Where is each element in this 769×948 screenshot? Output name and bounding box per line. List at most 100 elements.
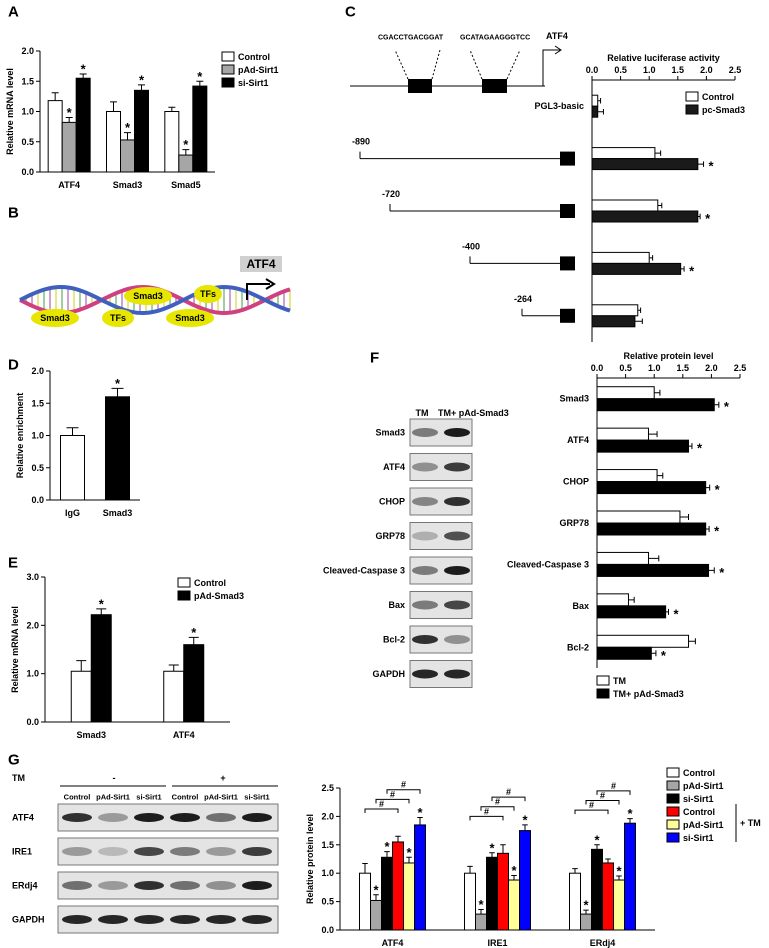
y-tick-label: Bcl-2 — [567, 642, 589, 652]
error-bar — [66, 427, 79, 436]
error-bar — [583, 909, 589, 915]
error-bar — [373, 894, 379, 901]
error-bar — [168, 664, 179, 672]
legend-label: si-Sirt1 — [683, 794, 714, 804]
error-bar — [489, 852, 495, 858]
blot-band — [98, 847, 128, 856]
x-tick-label: ATF4 — [382, 938, 404, 948]
bar — [596, 605, 667, 619]
error-bar — [124, 132, 131, 140]
comparison-bracket — [574, 809, 609, 815]
y-tick-label: Cleaved-Caspase 3 — [507, 559, 589, 569]
x-tick-label: 1.0 — [643, 65, 656, 75]
y-axis-label: Relative protein level — [305, 814, 315, 904]
error-bar — [51, 92, 59, 101]
blot-band — [206, 915, 236, 924]
x-tick-label: 0.0 — [586, 65, 599, 75]
error-bar — [654, 389, 661, 396]
error-bar — [679, 514, 690, 520]
blot-row-label: Bcl-2 — [383, 635, 405, 645]
significance: * — [373, 882, 379, 897]
significance: * — [594, 832, 600, 847]
blot-band — [444, 497, 470, 506]
error-bar — [594, 844, 600, 850]
comparison-bracket — [375, 798, 410, 804]
significance: * — [697, 441, 703, 456]
significance: * — [81, 61, 87, 76]
error-bar — [188, 636, 199, 645]
legend-swatch — [177, 590, 191, 601]
blot-strip — [57, 905, 279, 934]
factor-label: Smad3 — [175, 313, 205, 323]
bar — [591, 105, 599, 118]
binding-site — [482, 79, 507, 93]
y-tick-label: PGL3-basic — [534, 101, 584, 111]
blot-band — [444, 428, 470, 437]
sequence: CGACCTGACGGAT — [378, 35, 444, 42]
bar — [381, 856, 393, 931]
pointer — [394, 49, 409, 80]
y-axis-label: Relative enrichment — [15, 393, 25, 479]
blot-band — [62, 881, 92, 890]
x-tick-label: 1.0 — [648, 363, 661, 373]
legend-label: TM+ pAd-Smad3 — [613, 689, 684, 699]
comparison-label: # — [495, 797, 500, 807]
comparison-label: # — [600, 790, 605, 800]
blot-band — [444, 669, 470, 679]
error-bar — [522, 824, 528, 831]
x-tick-label: ATF4 — [173, 730, 195, 740]
gene-label: ATF4 — [246, 257, 275, 271]
y-axis-label: Relative mRNA level — [5, 68, 15, 155]
significance: * — [197, 69, 203, 84]
x-tick-label: Smad3 — [113, 180, 143, 190]
error-bar — [688, 638, 696, 645]
blot-band — [98, 813, 128, 822]
transcription-factor — [194, 285, 222, 303]
legend-swatch — [666, 767, 680, 778]
error-bar — [637, 307, 642, 314]
legend-swatch — [177, 577, 191, 588]
bar — [183, 644, 205, 723]
x-tick-label: 0.5 — [614, 65, 627, 75]
legend-label: pc-Smad3 — [702, 105, 745, 115]
x-tick-label: 1.5 — [677, 363, 690, 373]
blot-strip — [57, 871, 279, 900]
error-bar — [395, 835, 401, 842]
promoter-position: -264 — [514, 294, 532, 304]
error-bar — [654, 150, 662, 156]
significance: * — [478, 897, 484, 912]
x-tick-label: IRE1 — [487, 938, 507, 948]
bar — [596, 522, 707, 536]
blot-row-label: Cleaved-Caspase 3 — [323, 566, 405, 576]
y-tick-label: 1.5 — [21, 76, 34, 86]
bar — [519, 830, 531, 931]
x-tick-label: Smad5 — [171, 180, 201, 190]
bar — [591, 848, 603, 931]
y-tick-label: 3.0 — [26, 572, 39, 582]
treatment-label: TM — [12, 773, 25, 783]
transcription-factor — [166, 309, 214, 327]
y-tick-label: 0.0 — [31, 495, 44, 505]
error-bar — [657, 202, 663, 209]
error-bar — [605, 858, 611, 863]
error-bar — [665, 608, 669, 615]
error-bar — [500, 844, 506, 854]
bar — [596, 646, 652, 660]
comparison-label: # — [506, 787, 511, 797]
error-bar — [680, 266, 685, 272]
factor-label: Smad3 — [133, 291, 163, 301]
bar — [134, 89, 149, 173]
error-bar — [417, 817, 423, 825]
legend-label: Control — [702, 92, 734, 102]
y-tick-label: 0.5 — [31, 463, 44, 473]
blot-band — [242, 813, 272, 822]
comparison-label: # — [589, 800, 594, 810]
error-bar — [138, 84, 145, 91]
bar — [497, 852, 509, 931]
error-bar — [708, 567, 715, 574]
legend-swatch — [596, 688, 610, 699]
error-bar — [628, 596, 635, 603]
bar — [403, 862, 415, 931]
bar — [591, 251, 650, 264]
legend-swatch — [221, 77, 235, 88]
